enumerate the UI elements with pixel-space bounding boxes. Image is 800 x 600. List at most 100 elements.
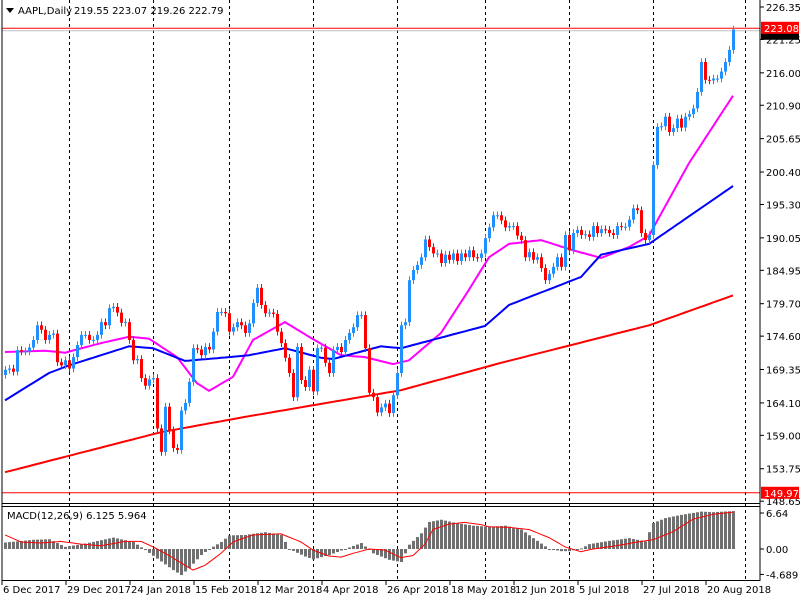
price-tick-label: 148.65 bbox=[766, 497, 800, 508]
macd-histogram-bar bbox=[496, 526, 499, 549]
candle-body bbox=[420, 257, 423, 265]
candle bbox=[392, 391, 395, 417]
candle-body bbox=[156, 378, 159, 429]
candle-body bbox=[692, 108, 695, 115]
candle bbox=[232, 323, 235, 336]
candle-body bbox=[112, 306, 115, 309]
macd-histogram-bar bbox=[312, 549, 315, 560]
macd-histogram-bar bbox=[692, 512, 695, 549]
macd-histogram-bar bbox=[528, 535, 531, 549]
candle bbox=[664, 112, 667, 131]
candle bbox=[412, 266, 415, 284]
macd-histogram-bar bbox=[252, 533, 255, 549]
period-separators bbox=[69, 0, 746, 580]
candle bbox=[348, 329, 351, 344]
candle-body bbox=[228, 313, 231, 332]
candle-body bbox=[416, 264, 419, 270]
candle bbox=[556, 253, 559, 271]
macd-histogram-bar bbox=[492, 526, 495, 549]
candle-body bbox=[560, 257, 563, 267]
candle-body bbox=[460, 253, 463, 262]
candle bbox=[388, 399, 391, 417]
macd-histogram-bar bbox=[208, 549, 211, 550]
candle bbox=[208, 343, 211, 354]
macd-histogram-bar bbox=[304, 549, 307, 557]
candle bbox=[716, 74, 719, 83]
macd-label: MACD(12,26,9) 6.125 5.964 bbox=[7, 511, 147, 522]
candle bbox=[608, 226, 611, 237]
candle bbox=[564, 231, 567, 271]
candle bbox=[44, 325, 47, 344]
macd-histogram-bar bbox=[192, 549, 195, 564]
candle bbox=[460, 249, 463, 265]
macd-histogram-bar bbox=[464, 524, 467, 549]
candle-body bbox=[604, 229, 607, 231]
candle-body bbox=[672, 128, 675, 132]
ohlc-readout: 219.55 223.07 219.26 222.79 bbox=[74, 6, 224, 17]
candle-body bbox=[368, 348, 371, 393]
macd-histogram-bar bbox=[348, 547, 351, 549]
macd-histogram-bar bbox=[44, 539, 47, 549]
candle-body bbox=[372, 392, 375, 398]
price-panel[interactable] bbox=[2, 25, 760, 494]
candle bbox=[424, 235, 427, 262]
candle bbox=[48, 331, 51, 344]
candle-body bbox=[452, 253, 455, 260]
candle-body bbox=[64, 360, 67, 366]
candle-body bbox=[584, 234, 587, 236]
candle-body bbox=[180, 410, 183, 450]
candle bbox=[540, 253, 543, 272]
candle bbox=[672, 124, 675, 136]
macd-histogram-bar bbox=[644, 541, 647, 549]
candle-body bbox=[224, 311, 227, 314]
candle bbox=[308, 366, 311, 391]
candle-body bbox=[204, 346, 207, 356]
candle bbox=[144, 374, 147, 390]
candle-body bbox=[512, 226, 515, 228]
candle bbox=[228, 309, 231, 336]
candle-body bbox=[88, 334, 91, 340]
macd-histogram-bar bbox=[596, 542, 599, 549]
macd-signal-line bbox=[4, 511, 734, 571]
candle-body bbox=[200, 349, 203, 356]
candle-body bbox=[588, 234, 591, 237]
macd-histogram-bar bbox=[356, 544, 359, 549]
candle-body bbox=[120, 312, 123, 323]
macd-histogram-bar bbox=[396, 549, 399, 562]
candle bbox=[340, 343, 343, 356]
candle bbox=[536, 253, 539, 264]
candle-body bbox=[492, 215, 495, 228]
symbol-label: AAPL,Daily bbox=[18, 6, 72, 17]
candle-body bbox=[264, 304, 267, 314]
candle-body bbox=[484, 238, 487, 254]
macd-histogram-bar bbox=[688, 513, 691, 549]
current-price-label: 223.08 bbox=[764, 24, 799, 35]
candle-body bbox=[296, 346, 299, 398]
candle-body bbox=[680, 118, 683, 128]
macd-histogram-bar bbox=[308, 549, 311, 558]
candle-body bbox=[684, 116, 687, 128]
macd-histogram-bar bbox=[652, 522, 655, 549]
macd-histogram-bar bbox=[128, 541, 131, 549]
time-tick-label: 12 Jun 2018 bbox=[515, 585, 575, 596]
candle-body bbox=[688, 114, 691, 117]
macd-histogram-bar bbox=[80, 544, 83, 549]
candle bbox=[500, 211, 503, 225]
macd-histogram-bar bbox=[284, 541, 287, 549]
macd-histogram-bar bbox=[36, 539, 39, 549]
candle bbox=[652, 161, 655, 239]
candle bbox=[676, 114, 679, 132]
macd-histogram-bar bbox=[236, 535, 239, 549]
bid-price-box bbox=[761, 28, 799, 40]
macd-histogram-bar bbox=[24, 540, 27, 549]
candle bbox=[700, 58, 703, 96]
candle-body bbox=[320, 347, 323, 349]
macd-histogram-bar bbox=[196, 549, 199, 560]
triangle-down-icon[interactable] bbox=[6, 8, 14, 13]
macd-histogram-bar bbox=[280, 534, 283, 549]
candle bbox=[452, 249, 455, 264]
candle bbox=[36, 321, 39, 344]
candle bbox=[184, 399, 187, 415]
macd-panel[interactable] bbox=[4, 511, 735, 576]
